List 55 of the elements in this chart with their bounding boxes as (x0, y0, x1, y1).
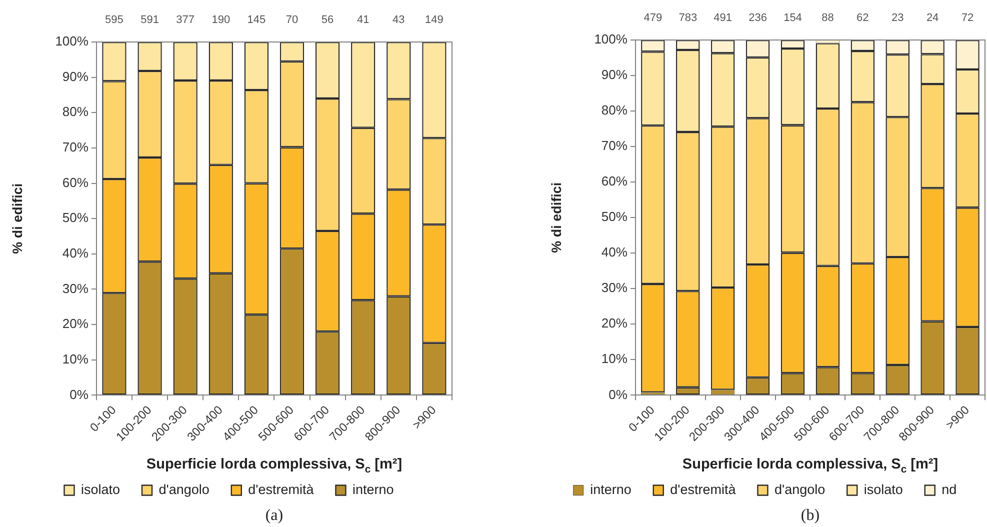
text: 41 (356, 14, 370, 26)
text: 24 (926, 12, 939, 24)
y-tick-label: 40% (601, 244, 628, 260)
text: 145 (247, 14, 266, 26)
legend-label: d'estremità (248, 482, 314, 497)
y-axis-title: % di edifici (10, 183, 25, 254)
text: 62 (856, 12, 869, 24)
y-tick-label: 50% (62, 210, 89, 226)
y-tick-label: 0% (608, 386, 628, 402)
y-tick-label: 60% (62, 174, 89, 190)
text: 43 (392, 14, 405, 26)
y-tick-label: 90% (601, 67, 628, 82)
y-tick-label: 10% (601, 351, 628, 366)
y-tick-label: 10% (62, 351, 89, 366)
y-tick-label: 100% (55, 34, 89, 49)
y-tick-label: 80% (62, 104, 89, 120)
y-tick-label: 50% (601, 209, 628, 224)
y-tick-label: 20% (62, 316, 89, 332)
text: 190 (212, 14, 230, 26)
legend-label: interno (352, 482, 394, 497)
y-tick-label: 40% (62, 245, 89, 260)
text: 591 (140, 14, 159, 26)
y-tick-label: 80% (601, 102, 628, 118)
text: 154 (784, 12, 802, 24)
y-tick-label: 60% (601, 174, 628, 189)
text: 595 (105, 14, 124, 26)
legend-label: isolato (80, 482, 120, 497)
y-tick-label: 70% (601, 138, 628, 154)
text: 56 (321, 14, 334, 26)
text: (a) (265, 507, 284, 525)
y-tick-label: 100% (594, 32, 628, 47)
legend-label: nd (942, 482, 957, 497)
y-tick-label: 90% (62, 68, 89, 84)
text: 491 (714, 12, 732, 24)
legend-label: d'angolo (774, 482, 826, 497)
y-tick-label: 30% (62, 280, 89, 296)
y-tick-label: 30% (601, 280, 628, 296)
text: 70 (286, 14, 298, 26)
text: 479 (644, 12, 662, 24)
y-tick-label: 70% (62, 140, 89, 155)
legend-label: d'angolo (158, 482, 210, 497)
legend-label: interno (590, 482, 632, 497)
legend-label: isolato (864, 482, 903, 497)
text: 783 (678, 12, 698, 24)
legend-label: d'estremità (670, 482, 736, 497)
text: 236 (748, 12, 767, 24)
text: 88 (822, 12, 834, 24)
text: 72 (961, 12, 974, 24)
text: 149 (425, 14, 444, 26)
y-axis-title: % di edifici (548, 182, 564, 253)
text: (b) (800, 507, 820, 525)
y-tick-label: 0% (70, 386, 89, 402)
text: 377 (176, 14, 195, 26)
y-tick-label: 20% (601, 316, 628, 331)
text: 23 (891, 12, 904, 24)
